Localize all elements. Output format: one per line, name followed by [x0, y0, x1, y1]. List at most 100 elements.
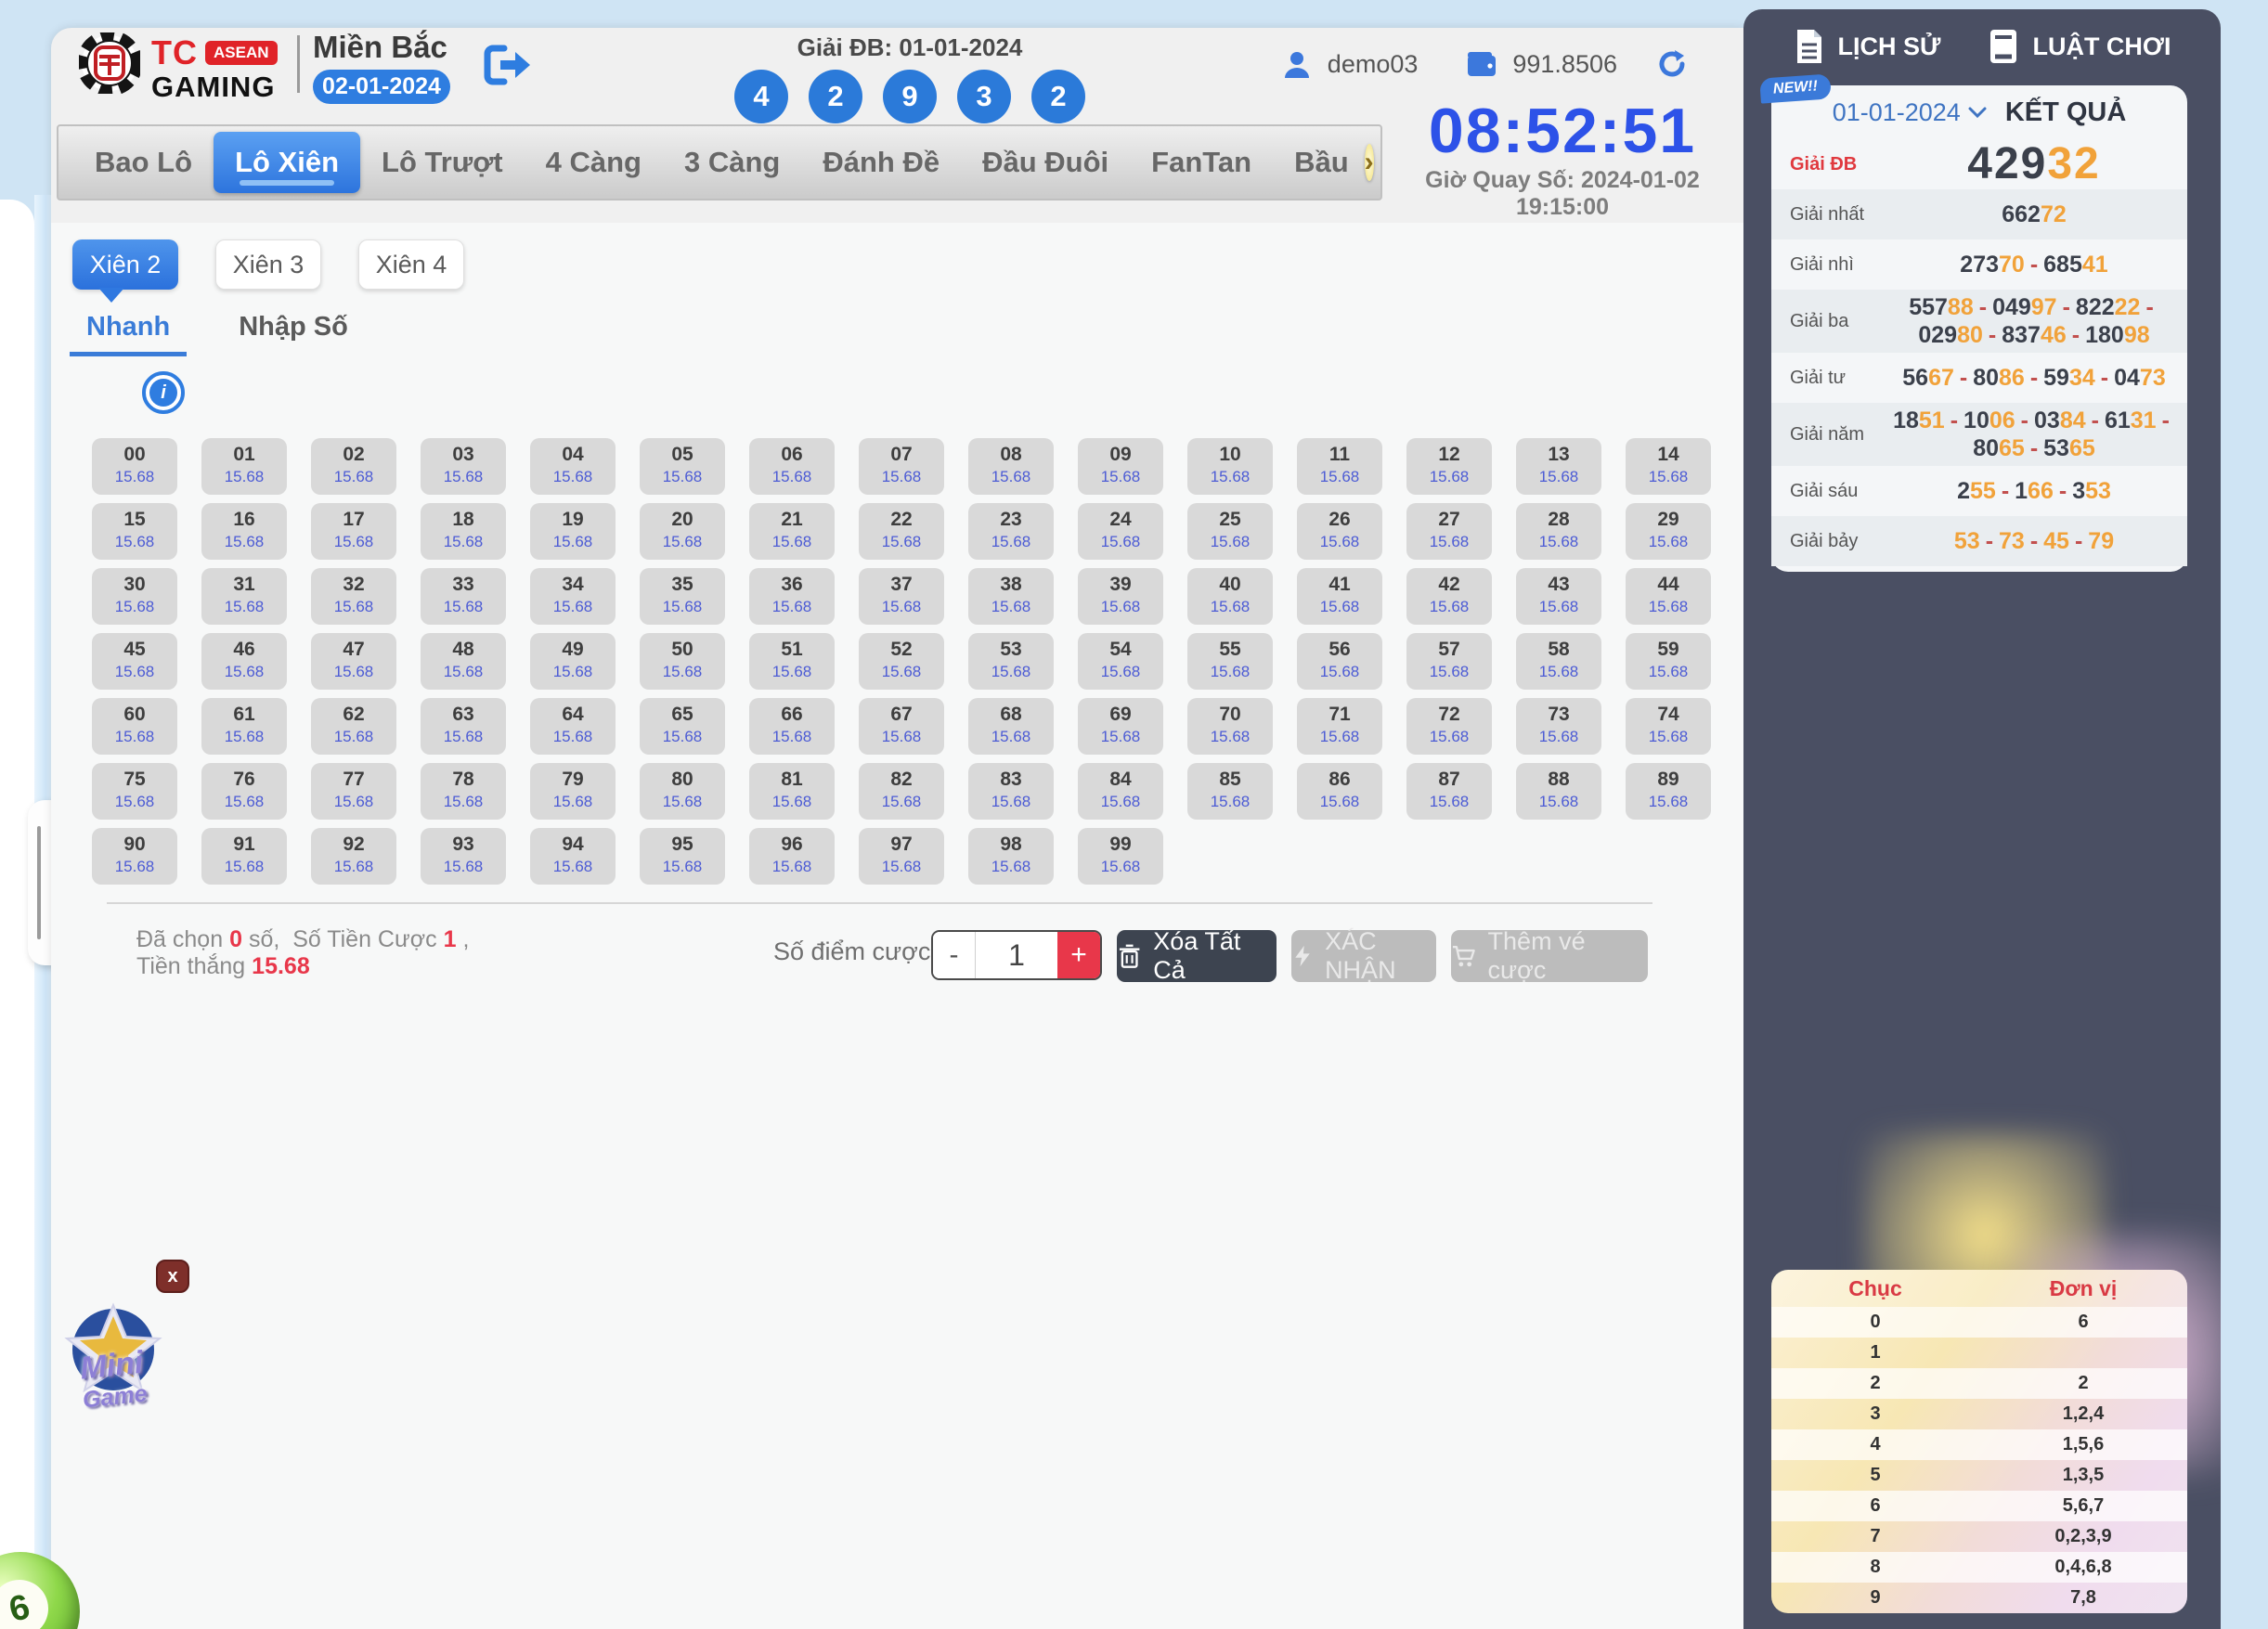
number-cell-70[interactable]: 70 15.68 [1187, 698, 1273, 755]
number-cell-76[interactable]: 76 15.68 [201, 763, 287, 820]
minigame-widget[interactable]: Mini Game [48, 1301, 178, 1431]
number-cell-57[interactable]: 57 15.68 [1406, 633, 1492, 690]
number-cell-21[interactable]: 21 15.68 [749, 503, 835, 560]
tab-nhanh[interactable]: Nhanh [70, 312, 188, 356]
number-cell-25[interactable]: 25 15.68 [1187, 503, 1273, 560]
number-cell-32[interactable]: 32 15.68 [311, 568, 396, 625]
number-cell-99[interactable]: 99 15.68 [1078, 828, 1163, 885]
minigame-close-button[interactable]: x [156, 1260, 189, 1293]
number-cell-20[interactable]: 20 15.68 [640, 503, 725, 560]
number-cell-95[interactable]: 95 15.68 [640, 828, 725, 885]
number-cell-45[interactable]: 45 15.68 [92, 633, 177, 690]
number-cell-00[interactable]: 00 15.68 [92, 438, 177, 495]
number-cell-63[interactable]: 63 15.68 [421, 698, 506, 755]
tab-nhập-số[interactable]: Nhập Số [239, 312, 348, 342]
tab-fantan[interactable]: FanTan [1151, 146, 1252, 178]
number-cell-52[interactable]: 52 15.68 [859, 633, 944, 690]
number-cell-06[interactable]: 06 15.68 [749, 438, 835, 495]
number-cell-54[interactable]: 54 15.68 [1078, 633, 1163, 690]
number-cell-39[interactable]: 39 15.68 [1078, 568, 1163, 625]
number-cell-12[interactable]: 12 15.68 [1406, 438, 1492, 495]
number-cell-36[interactable]: 36 15.68 [749, 568, 835, 625]
number-cell-16[interactable]: 16 15.68 [201, 503, 287, 560]
number-cell-07[interactable]: 07 15.68 [859, 438, 944, 495]
number-cell-41[interactable]: 41 15.68 [1297, 568, 1382, 625]
number-cell-88[interactable]: 88 15.68 [1516, 763, 1601, 820]
number-cell-64[interactable]: 64 15.68 [530, 698, 616, 755]
number-cell-37[interactable]: 37 15.68 [859, 568, 944, 625]
number-cell-91[interactable]: 91 15.68 [201, 828, 287, 885]
number-cell-26[interactable]: 26 15.68 [1297, 503, 1382, 560]
clear-all-button[interactable]: Xóa Tất Cả [1117, 927, 1277, 984]
rules-link[interactable]: LUẬT CHƠI [1988, 28, 2171, 65]
number-cell-96[interactable]: 96 15.68 [749, 828, 835, 885]
tab-đánh-đề[interactable]: Đánh Đề [823, 146, 940, 178]
number-cell-68[interactable]: 68 15.68 [968, 698, 1054, 755]
number-cell-17[interactable]: 17 15.68 [311, 503, 396, 560]
number-cell-05[interactable]: 05 15.68 [640, 438, 725, 495]
refresh-icon[interactable] [1656, 48, 1688, 80]
number-cell-97[interactable]: 97 15.68 [859, 828, 944, 885]
number-cell-86[interactable]: 86 15.68 [1297, 763, 1382, 820]
number-cell-23[interactable]: 23 15.68 [968, 503, 1054, 560]
number-cell-84[interactable]: 84 15.68 [1078, 763, 1163, 820]
number-cell-47[interactable]: 47 15.68 [311, 633, 396, 690]
number-cell-83[interactable]: 83 15.68 [968, 763, 1054, 820]
tab-lô-trượt[interactable]: Lô Trượt [382, 146, 503, 178]
number-cell-40[interactable]: 40 15.68 [1187, 568, 1273, 625]
stepper-plus-button[interactable]: + [1057, 932, 1100, 978]
number-cell-60[interactable]: 60 15.68 [92, 698, 177, 755]
logout-icon[interactable] [484, 43, 532, 87]
number-cell-42[interactable]: 42 15.68 [1406, 568, 1492, 625]
add-ticket-button[interactable]: Thêm vé cược [1451, 927, 1648, 984]
number-cell-10[interactable]: 10 15.68 [1187, 438, 1273, 495]
number-cell-75[interactable]: 75 15.68 [92, 763, 177, 820]
number-cell-30[interactable]: 30 15.68 [92, 568, 177, 625]
number-cell-85[interactable]: 85 15.68 [1187, 763, 1273, 820]
number-cell-18[interactable]: 18 15.68 [421, 503, 506, 560]
number-cell-65[interactable]: 65 15.68 [640, 698, 725, 755]
number-cell-51[interactable]: 51 15.68 [749, 633, 835, 690]
number-cell-46[interactable]: 46 15.68 [201, 633, 287, 690]
number-cell-13[interactable]: 13 15.68 [1516, 438, 1601, 495]
tab-lô-xiên[interactable]: Lô Xiên [214, 132, 361, 193]
stepper-minus-button[interactable]: - [933, 932, 976, 978]
number-cell-69[interactable]: 69 15.68 [1078, 698, 1163, 755]
number-cell-08[interactable]: 08 15.68 [968, 438, 1054, 495]
tab-đầu-đuôi[interactable]: Đầu Đuôi [982, 146, 1109, 178]
number-cell-53[interactable]: 53 15.68 [968, 633, 1054, 690]
number-cell-74[interactable]: 74 15.68 [1626, 698, 1711, 755]
number-cell-71[interactable]: 71 15.68 [1297, 698, 1382, 755]
number-cell-27[interactable]: 27 15.68 [1406, 503, 1492, 560]
number-cell-38[interactable]: 38 15.68 [968, 568, 1054, 625]
number-cell-79[interactable]: 79 15.68 [530, 763, 616, 820]
tab-4-càng[interactable]: 4 Càng [545, 146, 642, 178]
number-cell-73[interactable]: 73 15.68 [1516, 698, 1601, 755]
number-cell-22[interactable]: 22 15.68 [859, 503, 944, 560]
number-cell-66[interactable]: 66 15.68 [749, 698, 835, 755]
number-cell-77[interactable]: 77 15.68 [311, 763, 396, 820]
number-cell-34[interactable]: 34 15.68 [530, 568, 616, 625]
number-cell-58[interactable]: 58 15.68 [1516, 633, 1601, 690]
number-cell-92[interactable]: 92 15.68 [311, 828, 396, 885]
number-cell-50[interactable]: 50 15.68 [640, 633, 725, 690]
history-link[interactable]: LỊCH SỬ [1794, 28, 1940, 65]
number-cell-59[interactable]: 59 15.68 [1626, 633, 1711, 690]
number-cell-48[interactable]: 48 15.68 [421, 633, 506, 690]
tabs-more-arrow[interactable]: › [1364, 144, 1374, 181]
number-cell-89[interactable]: 89 15.68 [1626, 763, 1711, 820]
number-cell-72[interactable]: 72 15.68 [1406, 698, 1492, 755]
number-cell-81[interactable]: 81 15.68 [749, 763, 835, 820]
number-cell-28[interactable]: 28 15.68 [1516, 503, 1601, 560]
tab-bầu[interactable]: Bầu [1294, 146, 1349, 178]
number-cell-56[interactable]: 56 15.68 [1297, 633, 1382, 690]
number-cell-14[interactable]: 14 15.68 [1626, 438, 1711, 495]
number-cell-44[interactable]: 44 15.68 [1626, 568, 1711, 625]
number-cell-11[interactable]: 11 15.68 [1297, 438, 1382, 495]
number-cell-33[interactable]: 33 15.68 [421, 568, 506, 625]
number-cell-24[interactable]: 24 15.68 [1078, 503, 1163, 560]
number-cell-19[interactable]: 19 15.68 [530, 503, 616, 560]
tab-xiên-3[interactable]: Xiên 3 [215, 239, 321, 290]
number-cell-55[interactable]: 55 15.68 [1187, 633, 1273, 690]
number-cell-82[interactable]: 82 15.68 [859, 763, 944, 820]
